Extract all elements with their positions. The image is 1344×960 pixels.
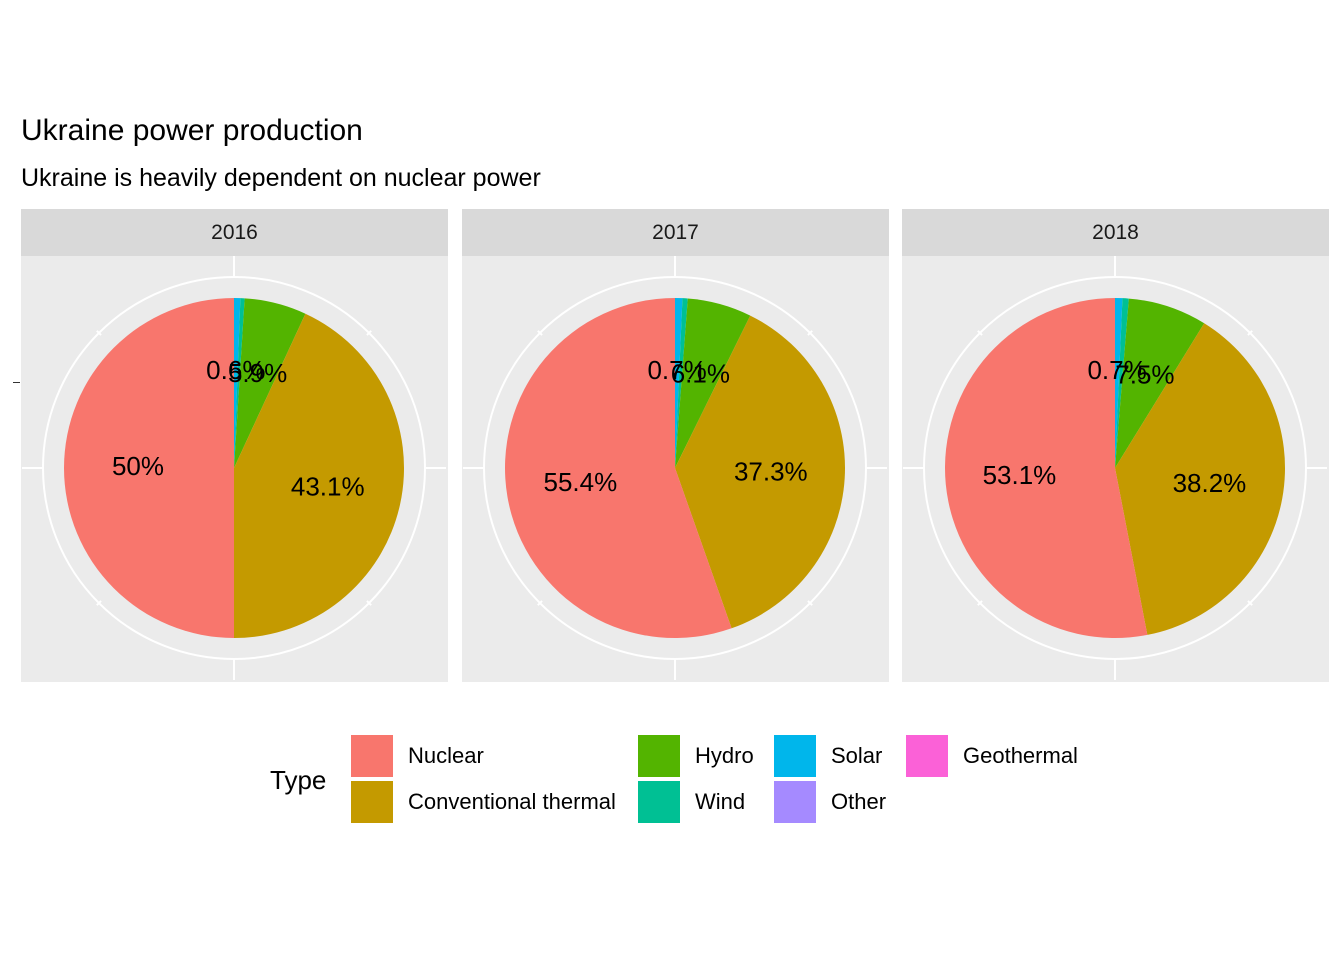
polar-grid-minor-tick [537, 600, 543, 606]
pie-slice-hydro [234, 298, 306, 468]
legend-key-other [772, 779, 818, 825]
data-label-hydro: 7.5% [1115, 360, 1174, 390]
polar-grid-minor-tick [1247, 600, 1253, 606]
pie-slice-hydro [675, 298, 751, 468]
pie-slice-solar [675, 298, 683, 468]
pie-slice-nuclear [945, 298, 1148, 638]
data-label-solar: 0.6% [206, 355, 265, 385]
legend-label-geothermal: Geothermal [963, 743, 1078, 768]
legend-title: Type [270, 765, 327, 795]
pie-slice-solar [234, 298, 241, 468]
pie-slice-conventional-thermal [234, 313, 405, 638]
pie-slice-wind [234, 298, 245, 468]
data-label-solar: 0.7% [647, 355, 706, 385]
data-label-hydro: 5.9% [228, 358, 287, 388]
legend-key-nuclear [349, 733, 395, 779]
polar-grid-minor-tick [807, 330, 813, 336]
data-label-solar: 0.7% [1087, 355, 1146, 385]
pie-slice-solar [1115, 298, 1123, 468]
legend-key-conventional-thermal [349, 779, 395, 825]
legend-label-wind: Wind [695, 789, 746, 814]
facet-strip-2017: 2017 [462, 209, 889, 256]
polar-grid-minor-tick [977, 330, 983, 336]
legend-key-hydro [636, 733, 682, 779]
pie-slice-wind [1115, 298, 1129, 468]
data-label-hydro: 6.1% [671, 358, 730, 388]
pie-slice-hydro [1115, 298, 1205, 468]
polar-grid-minor-tick [977, 600, 983, 606]
pie-slice-nuclear [64, 298, 234, 638]
polar-grid-minor-tick [807, 600, 813, 606]
pie-slice-conventional-thermal [1115, 323, 1285, 635]
legend-key-wind [636, 779, 682, 825]
legend-label-other: Other [831, 789, 887, 814]
pie-slice-conventional-thermal [675, 315, 845, 629]
data-label-nuclear: 50% [112, 451, 164, 481]
pie-slice-nuclear [505, 298, 732, 638]
chart-title: Ukraine power production [21, 114, 363, 147]
pie-chart-2018: 0.7%7.5% 38.2% 53.1% [903, 256, 1327, 680]
polar-grid-minor-tick [96, 330, 102, 336]
polar-grid-minor-tick [96, 600, 102, 606]
facet-panel-2016: 0.6% 5.9% 43.1% 50% [21, 256, 448, 682]
polar-grid-minor-tick [366, 330, 372, 336]
legend-label-hydro: Hydro [695, 743, 754, 768]
data-label-conventional-thermal: 43.1% [291, 472, 365, 502]
facet-strip-2018: 2018 [902, 209, 1329, 256]
data-label-nuclear: 53.1% [983, 460, 1057, 490]
chart-subtitle: Ukraine is heavily dependent on nuclear … [21, 164, 541, 192]
pie-slice-wind [675, 298, 688, 468]
data-label-conventional-thermal: 37.3% [734, 457, 808, 487]
polar-grid-minor-tick [366, 600, 372, 606]
legend-key-geothermal [904, 733, 950, 779]
legend-label-solar: Solar [831, 743, 883, 768]
legend-key-solar [772, 733, 818, 779]
data-label-conventional-thermal: 38.2% [1173, 468, 1247, 498]
data-label-nuclear: 55.4% [544, 467, 618, 497]
polar-grid-minor-tick [537, 330, 543, 336]
legend: Type Nuclear Conventional thermal Hydro … [270, 733, 1110, 828]
legend-label-conventional-thermal: Conventional thermal [408, 789, 616, 814]
legend-label-nuclear: Nuclear [408, 743, 484, 768]
facet-panel-2017: 0.7% 6.1% 37.3% 55.4% [462, 256, 889, 682]
facet-strip-2016: 2016 [21, 209, 448, 256]
polar-grid-minor-tick [1247, 330, 1253, 336]
facet-panel-2018: 0.7% 7.5% 38.2% 53.1% [902, 256, 1329, 682]
pie-chart-2017: 0.7%6.1% 37.3% 55.4% [463, 256, 887, 680]
pie-chart-2016: 0.6%5.9% 43.1% 50% [22, 256, 446, 680]
y-axis-tick [13, 382, 20, 383]
